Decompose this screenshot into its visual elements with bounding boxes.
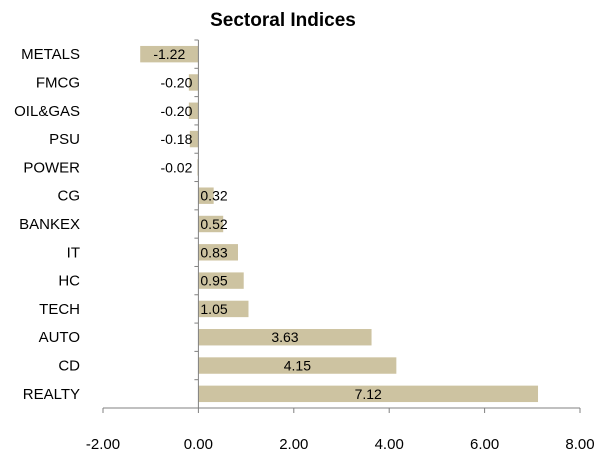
bar-auto bbox=[198, 329, 372, 346]
data-label: 4.15 bbox=[284, 358, 311, 374]
category-labels-group: METALS FMCG OIL&GAS PSU POWER CG BANKEX IT HC TEC… bbox=[14, 46, 80, 403]
category-label: IT bbox=[67, 244, 80, 261]
category-label: POWER bbox=[23, 159, 80, 176]
data-label: -0.02 bbox=[160, 159, 192, 175]
data-label: -1.22 bbox=[153, 46, 185, 62]
data-label: 7.12 bbox=[355, 386, 382, 402]
data-label: -0.20 bbox=[160, 103, 192, 119]
bar-realty bbox=[198, 385, 539, 403]
category-label: TECH bbox=[39, 301, 80, 318]
data-label: -0.20 bbox=[160, 74, 192, 90]
data-label: 0.83 bbox=[200, 244, 227, 260]
x-tick-label: 4.00 bbox=[375, 436, 404, 453]
x-tick-label: -2.00 bbox=[86, 436, 120, 453]
data-label: 0.32 bbox=[200, 188, 227, 204]
category-label: CD bbox=[58, 358, 80, 375]
data-label: 0.52 bbox=[200, 216, 227, 232]
x-tick-label: 2.00 bbox=[279, 436, 308, 453]
bars-group bbox=[140, 45, 539, 403]
category-label: FMCG bbox=[36, 74, 80, 91]
data-label: 1.05 bbox=[200, 301, 227, 317]
bar-bankex bbox=[198, 215, 224, 233]
bar-psu bbox=[189, 130, 199, 148]
axes-group bbox=[102, 39, 581, 413]
bar-cg bbox=[198, 187, 214, 204]
category-label: CG bbox=[58, 188, 81, 205]
x-tick-label: 8.00 bbox=[565, 436, 594, 453]
bar-tech bbox=[198, 300, 249, 318]
data-label: -0.18 bbox=[160, 131, 192, 147]
category-label: BANKEX bbox=[19, 216, 80, 233]
category-label: AUTO bbox=[39, 329, 80, 346]
bar-fmcg bbox=[188, 74, 199, 91]
category-label: OIL&GAS bbox=[14, 103, 80, 120]
x-tick-label: 6.00 bbox=[470, 436, 499, 453]
category-label: HC bbox=[58, 273, 80, 290]
chart-title: Sectoral Indices bbox=[210, 10, 356, 31]
x-tick-label: 0.00 bbox=[184, 436, 213, 453]
bar-metals bbox=[140, 45, 199, 63]
data-labels-group: -1.22 -0.20 -0.20 -0.18 -0.02 0.32 0.52 0.83 0.9… bbox=[153, 46, 382, 402]
bar-it bbox=[198, 244, 238, 261]
category-label: PSU bbox=[49, 131, 80, 148]
category-label: REALTY bbox=[23, 386, 80, 403]
bar-hc bbox=[198, 272, 244, 289]
bar-cd bbox=[198, 357, 397, 374]
data-label: 0.95 bbox=[200, 273, 227, 289]
data-label: 3.63 bbox=[271, 329, 298, 345]
bar-oil-gas bbox=[188, 102, 199, 119]
x-tick-labels-group: -2.00 0.00 2.00 4.00 6.00 8.00 bbox=[86, 436, 595, 453]
category-label: METALS bbox=[21, 46, 80, 63]
